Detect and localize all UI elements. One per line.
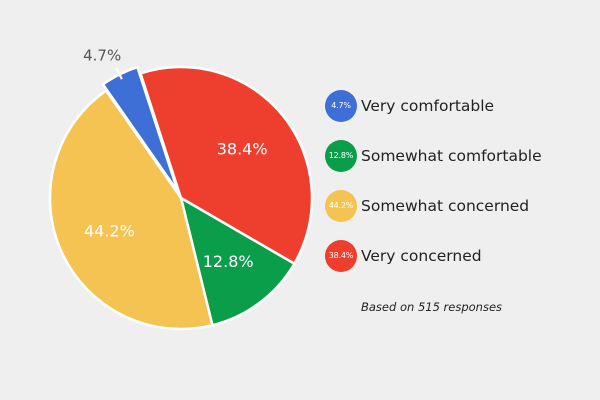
- slice-label-very-concerned: 38.4%: [217, 140, 268, 159]
- slice-label-somewhat-comfortable: 12.8%: [203, 252, 254, 271]
- pie-slices: [48, 65, 314, 331]
- legend-label: Very concerned: [361, 246, 482, 265]
- slice-somewhat-concerned: [48, 89, 214, 331]
- legend-label: Somewhat concerned: [361, 196, 530, 215]
- legend-item-very-concerned: 38.4% Very concerned: [325, 239, 542, 272]
- slice-somewhat-comfortable: [179, 196, 296, 327]
- slice-very-concerned: [139, 65, 314, 265]
- legend-swatch: 12.8%: [325, 139, 357, 172]
- slice-labels: 38.4% 12.8% 44.2% 4.7%: [83, 47, 267, 271]
- legend-label: Somewhat comfortable: [361, 146, 542, 165]
- leader-line: [115, 67, 123, 80]
- legend-swatch: 38.4%: [325, 239, 357, 272]
- legend-label: Very comfortable: [361, 96, 495, 115]
- slice-label-very-comfortable: 4.7%: [83, 47, 121, 65]
- legend: 4.7% Very comfortable 12.8% Somewhat comfor…: [325, 89, 542, 289]
- legend-swatch: 44.2%: [325, 189, 357, 222]
- legend-item-very-comfortable: 4.7% Very comfortable: [325, 89, 542, 122]
- responses-note: Based on 515 responses: [361, 300, 503, 314]
- legend-swatch: 4.7%: [325, 89, 357, 122]
- slice-label-somewhat-concerned: 44.2%: [84, 221, 135, 240]
- legend-item-somewhat-concerned: 44.2% Somewhat concerned: [325, 189, 542, 222]
- legend-item-somewhat-comfortable: 12.8% Somewhat comfortable: [325, 139, 542, 172]
